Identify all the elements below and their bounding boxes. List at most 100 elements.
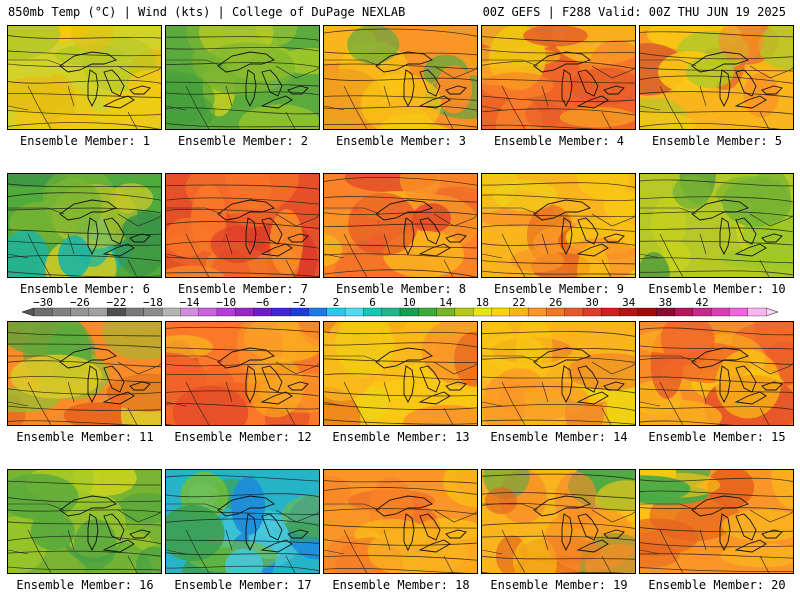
- colorbar-tick-label: −18: [143, 297, 163, 309]
- colorbar-swatch: [88, 307, 108, 317]
- colorbar-swatch: [290, 307, 310, 317]
- ensemble-member-label: Ensemble Member: 4: [493, 134, 625, 148]
- ensemble-member-label: Ensemble Member: 3: [335, 134, 467, 148]
- ensemble-map-panel: [165, 173, 320, 278]
- ensemble-map-panel: [323, 469, 478, 574]
- ensemble-member-label: Ensemble Member: 16: [16, 578, 154, 592]
- colorbar-swatch: [436, 307, 456, 317]
- colorbar-swatch: [180, 307, 200, 317]
- colorbar-swatch: [326, 307, 346, 317]
- colorbar-tick-label: 6: [369, 297, 376, 309]
- colorbar-tick-label: −14: [180, 297, 200, 309]
- colorbar-swatch: [125, 307, 145, 317]
- colorbar-tick-label: 38: [659, 297, 672, 309]
- ensemble-map-panel: [165, 25, 320, 130]
- colorbar-tick-label: 2: [333, 297, 340, 309]
- colorbar-swatch: [198, 307, 218, 317]
- colorbar-swatch: [546, 307, 566, 317]
- colorbar-swatch: [344, 307, 364, 317]
- ensemble-map-panel: [7, 469, 162, 574]
- colorbar-tick-label: −10: [216, 297, 236, 309]
- colorbar-swatch: [601, 307, 621, 317]
- colorbar-arrow-right: [765, 307, 779, 317]
- ensemble-member-label: Ensemble Member: 19: [490, 578, 628, 592]
- colorbar-swatch: [747, 307, 767, 317]
- ensemble-map-panel: [481, 173, 636, 278]
- colorbar-arrow-left: [21, 307, 35, 317]
- ensemble-member-label: Ensemble Member: 6: [19, 282, 151, 296]
- ensemble-map-panel: [7, 25, 162, 130]
- colorbar-swatch: [253, 307, 273, 317]
- colorbar-swatch: [418, 307, 438, 317]
- ensemble-map-panel: [165, 321, 320, 426]
- colorbar-swatch: [710, 307, 730, 317]
- colorbar-swatch: [161, 307, 181, 317]
- colorbar-tick-label: 10: [403, 297, 416, 309]
- ensemble-map-panel: [481, 321, 636, 426]
- ensemble-member-label: Ensemble Member: 12: [174, 430, 312, 444]
- ensemble-map-panel: [323, 173, 478, 278]
- colorbar-swatch: [33, 307, 53, 317]
- colorbar-swatch: [473, 307, 493, 317]
- colorbar-swatch: [692, 307, 712, 317]
- colorbar-swatch: [637, 307, 657, 317]
- ensemble-map-panel: [639, 25, 794, 130]
- colorbar-swatch: [381, 307, 401, 317]
- colorbar-swatch: [271, 307, 291, 317]
- colorbar-swatch: [107, 307, 127, 317]
- ensemble-member-label: Ensemble Member: 15: [648, 430, 786, 444]
- ensemble-member-label: Ensemble Member: 1: [19, 134, 151, 148]
- colorbar-swatch: [527, 307, 547, 317]
- ensemble-member-label: Ensemble Member: 5: [651, 134, 783, 148]
- ensemble-member-label: Ensemble Member: 17: [174, 578, 312, 592]
- colorbar-swatch: [363, 307, 383, 317]
- colorbar-tick-label: 14: [439, 297, 453, 309]
- colorbar-tick-label: 30: [585, 297, 598, 309]
- colorbar-swatch: [143, 307, 163, 317]
- ensemble-member-label: Ensemble Member: 13: [332, 430, 470, 444]
- colorbar-swatch: [235, 307, 255, 317]
- ensemble-map-panel: [481, 469, 636, 574]
- ensemble-member-label: Ensemble Member: 7: [177, 282, 309, 296]
- colorbar-swatch: [564, 307, 584, 317]
- colorbar-tick-label: 34: [622, 297, 636, 309]
- colorbar-tick-label: 26: [549, 297, 562, 309]
- ensemble-map-panel: [639, 469, 794, 574]
- ensemble-map-panel: [639, 321, 794, 426]
- ensemble-map-panel: [323, 25, 478, 130]
- ensemble-member-label: Ensemble Member: 11: [16, 430, 154, 444]
- colorbar-swatch: [399, 307, 419, 317]
- colorbar-swatch: [582, 307, 602, 317]
- colorbar-swatch: [656, 307, 676, 317]
- colorbar-swatch: [454, 307, 474, 317]
- colorbar-swatch: [52, 307, 72, 317]
- ensemble-member-label: Ensemble Member: 18: [332, 578, 470, 592]
- ensemble-map-panel: [7, 321, 162, 426]
- colorbar-tick-label: −30: [33, 297, 53, 309]
- colorbar-swatch: [216, 307, 236, 317]
- ensemble-member-label: Ensemble Member: 10: [648, 282, 786, 296]
- colorbar-swatch: [491, 307, 511, 317]
- ensemble-member-label: Ensemble Member: 20: [648, 578, 786, 592]
- colorbar-swatch: [70, 307, 90, 317]
- ensemble-map-panel: [481, 25, 636, 130]
- colorbar-tick-label: 18: [476, 297, 489, 309]
- colorbar-tick-label: −26: [70, 297, 90, 309]
- colorbar-swatch: [729, 307, 749, 317]
- colorbar-swatch: [619, 307, 639, 317]
- ensemble-map-panel: [639, 173, 794, 278]
- colorbar-swatch: [674, 307, 694, 317]
- colorbar-swatch: [509, 307, 529, 317]
- ensemble-map-panel: [165, 469, 320, 574]
- ensemble-member-label: Ensemble Member: 9: [493, 282, 625, 296]
- colorbar-tick-label: −6: [256, 297, 269, 309]
- ensemble-map-panel: [7, 173, 162, 278]
- ensemble-map-panel: [323, 321, 478, 426]
- colorbar-tick-label: −2: [293, 297, 306, 309]
- header-valid-time: 00Z GEFS | F288 Valid: 00Z THU JUN 19 20…: [482, 5, 786, 19]
- colorbar-tick-label: −22: [106, 297, 126, 309]
- ensemble-member-label: Ensemble Member: 8: [335, 282, 467, 296]
- temperature-colorbar: −30 −26 −22 −18 −14 −10 −6 −2 2 6 10 14 18 22 26 30 34 38…: [21, 297, 779, 317]
- ensemble-member-label: Ensemble Member: 2: [177, 134, 309, 148]
- colorbar-swatch: [308, 307, 328, 317]
